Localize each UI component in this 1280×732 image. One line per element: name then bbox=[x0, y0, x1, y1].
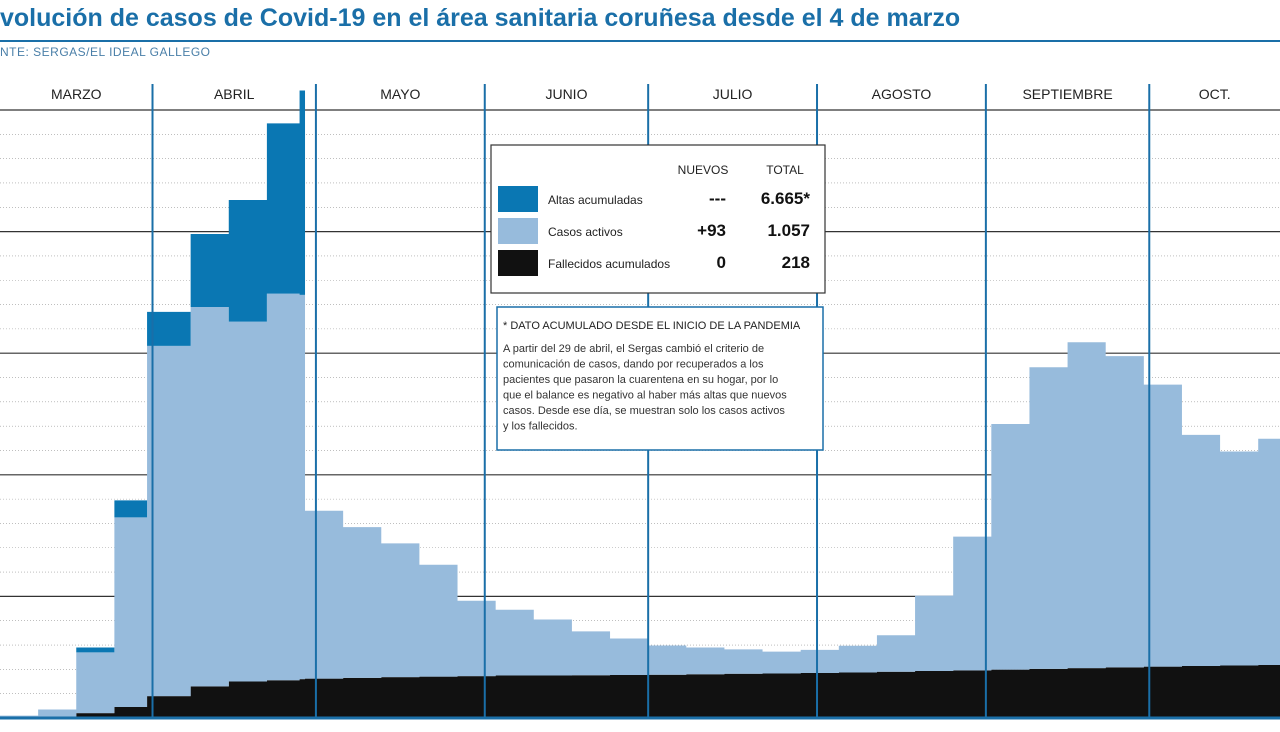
legend-label: Casos activos bbox=[548, 225, 623, 239]
chart-title: volución de casos de Covid-19 en el área… bbox=[0, 4, 961, 32]
series-area-0 bbox=[0, 664, 1280, 718]
month-label: MARZO bbox=[51, 86, 102, 102]
note-layer: * DATO ACUMULADO DESDE EL INICIO DE LA P… bbox=[496, 306, 824, 451]
legend-box bbox=[490, 144, 826, 294]
legend-col-total: TOTAL bbox=[766, 163, 804, 177]
legend-swatch bbox=[498, 250, 538, 276]
note-line: casos. Desde ese día, se muestran solo l… bbox=[503, 405, 785, 417]
chart-source: NTE: SERGAS/EL IDEAL GALLEGO bbox=[0, 45, 211, 59]
month-label: MAYO bbox=[380, 86, 420, 102]
legend-swatch bbox=[498, 218, 538, 244]
note-line: A partir del 29 de abril, el Sergas camb… bbox=[503, 343, 764, 355]
legend-total: 6.665* bbox=[761, 189, 811, 208]
legend-label: Altas acumuladas bbox=[548, 193, 643, 207]
month-label: ABRIL bbox=[214, 86, 255, 102]
note-line: pacientes que pasaron la cuarentena en s… bbox=[503, 374, 778, 386]
legend-col-nuevos: NUEVOS bbox=[678, 163, 729, 177]
legend-label: Fallecidos acumulados bbox=[548, 257, 670, 271]
note-box bbox=[496, 306, 824, 451]
series-area-1 bbox=[0, 293, 1280, 718]
title-rule bbox=[0, 40, 1280, 42]
month-label: SEPTIEMBRE bbox=[1022, 86, 1112, 102]
legend-total: 1.057 bbox=[767, 221, 810, 240]
legend-swatch bbox=[498, 186, 538, 212]
legend-nuevos: +93 bbox=[697, 221, 726, 240]
legend-nuevos: 0 bbox=[717, 253, 726, 272]
note-heading: * DATO ACUMULADO DESDE EL INICIO DE LA P… bbox=[503, 320, 801, 332]
legend-nuevos: --- bbox=[709, 189, 726, 208]
note-line: y los fallecidos. bbox=[503, 421, 578, 433]
legend-total: 218 bbox=[782, 253, 810, 272]
legend-layer: NUEVOS TOTAL Altas acumuladas --- 6.665* Caso… bbox=[490, 144, 826, 294]
month-label: AGOSTO bbox=[872, 86, 932, 102]
area-layer bbox=[0, 90, 1280, 718]
month-label: JUNIO bbox=[545, 86, 587, 102]
note-line: comunicación de casos, dando por recuper… bbox=[503, 359, 764, 371]
month-label: OCT. bbox=[1199, 86, 1231, 102]
note-line: que el balance es negativo al haber más … bbox=[503, 390, 787, 402]
month-label: JULIO bbox=[713, 86, 753, 102]
